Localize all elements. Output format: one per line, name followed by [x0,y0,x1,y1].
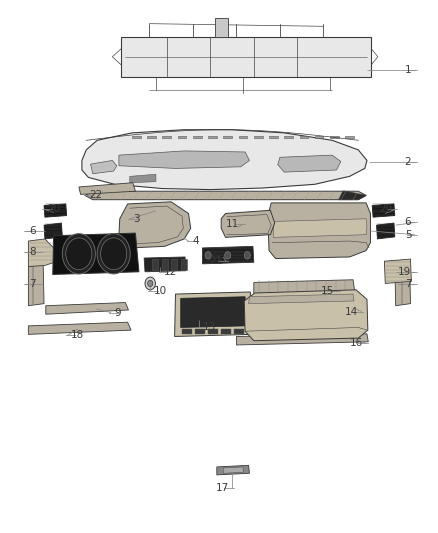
Polygon shape [121,37,371,77]
Polygon shape [244,290,368,341]
Text: 9: 9 [115,308,121,318]
Polygon shape [119,202,191,248]
Text: 8: 8 [29,247,35,257]
Polygon shape [345,135,354,138]
Polygon shape [269,135,278,138]
Polygon shape [208,135,217,138]
Text: 21: 21 [209,256,223,266]
Text: 4: 4 [192,236,199,246]
Text: 1: 1 [405,66,411,75]
Polygon shape [372,204,395,217]
Polygon shape [254,280,355,294]
Polygon shape [175,292,252,336]
Polygon shape [171,259,177,270]
Polygon shape [91,160,117,174]
Polygon shape [162,135,171,138]
Polygon shape [79,183,135,195]
Polygon shape [284,135,293,138]
Polygon shape [208,329,218,334]
Polygon shape [28,322,131,334]
Polygon shape [82,130,367,190]
Text: 6: 6 [29,226,35,236]
Text: 20: 20 [47,204,60,214]
Text: 16: 16 [350,338,363,349]
Text: 20: 20 [379,204,392,214]
Polygon shape [278,155,341,172]
Polygon shape [132,135,141,138]
Text: 15: 15 [321,286,334,296]
Text: 18: 18 [71,330,84,341]
Polygon shape [221,211,275,237]
Polygon shape [300,135,308,138]
Text: 14: 14 [345,306,358,317]
Text: 22: 22 [89,190,102,200]
Polygon shape [377,223,395,239]
Polygon shape [181,297,246,327]
Polygon shape [193,135,201,138]
Circle shape [225,252,231,259]
Polygon shape [315,135,323,138]
Polygon shape [223,467,244,473]
Polygon shape [28,239,54,266]
Text: 7: 7 [405,279,411,289]
Text: 2: 2 [405,157,411,167]
Polygon shape [144,257,186,272]
Text: 6: 6 [405,217,411,228]
Text: 10: 10 [154,286,167,296]
Polygon shape [221,329,231,334]
Circle shape [101,238,127,270]
Polygon shape [330,135,339,138]
Text: 12: 12 [164,267,177,277]
Polygon shape [44,204,67,217]
Polygon shape [130,174,156,183]
Polygon shape [119,151,250,168]
Polygon shape [53,233,139,274]
Circle shape [66,238,92,270]
Polygon shape [215,18,228,37]
Polygon shape [28,264,44,306]
Polygon shape [202,246,254,264]
Circle shape [205,252,211,259]
Polygon shape [223,135,232,138]
Polygon shape [268,203,371,259]
Polygon shape [147,135,156,138]
Polygon shape [178,135,186,138]
Polygon shape [385,259,411,284]
Circle shape [148,280,153,287]
Polygon shape [239,135,247,138]
Text: 11: 11 [226,219,240,229]
Text: 5: 5 [405,230,411,240]
Polygon shape [182,329,191,334]
Polygon shape [162,259,168,270]
Text: 13: 13 [203,322,216,333]
Text: 17: 17 [215,482,229,492]
Polygon shape [46,303,128,314]
Circle shape [244,252,251,259]
Polygon shape [339,191,366,200]
Circle shape [97,233,130,274]
Polygon shape [181,259,187,270]
Polygon shape [85,191,366,200]
Polygon shape [44,223,62,239]
Polygon shape [217,465,250,475]
Polygon shape [195,329,205,334]
Circle shape [145,277,155,290]
Polygon shape [237,334,368,345]
Polygon shape [254,135,262,138]
Text: 19: 19 [398,267,411,277]
Polygon shape [273,219,367,237]
Polygon shape [152,259,158,270]
Polygon shape [395,264,410,306]
Text: 3: 3 [133,214,140,224]
Text: 7: 7 [29,279,35,289]
Polygon shape [234,329,244,334]
Polygon shape [249,294,354,304]
Circle shape [62,233,95,274]
